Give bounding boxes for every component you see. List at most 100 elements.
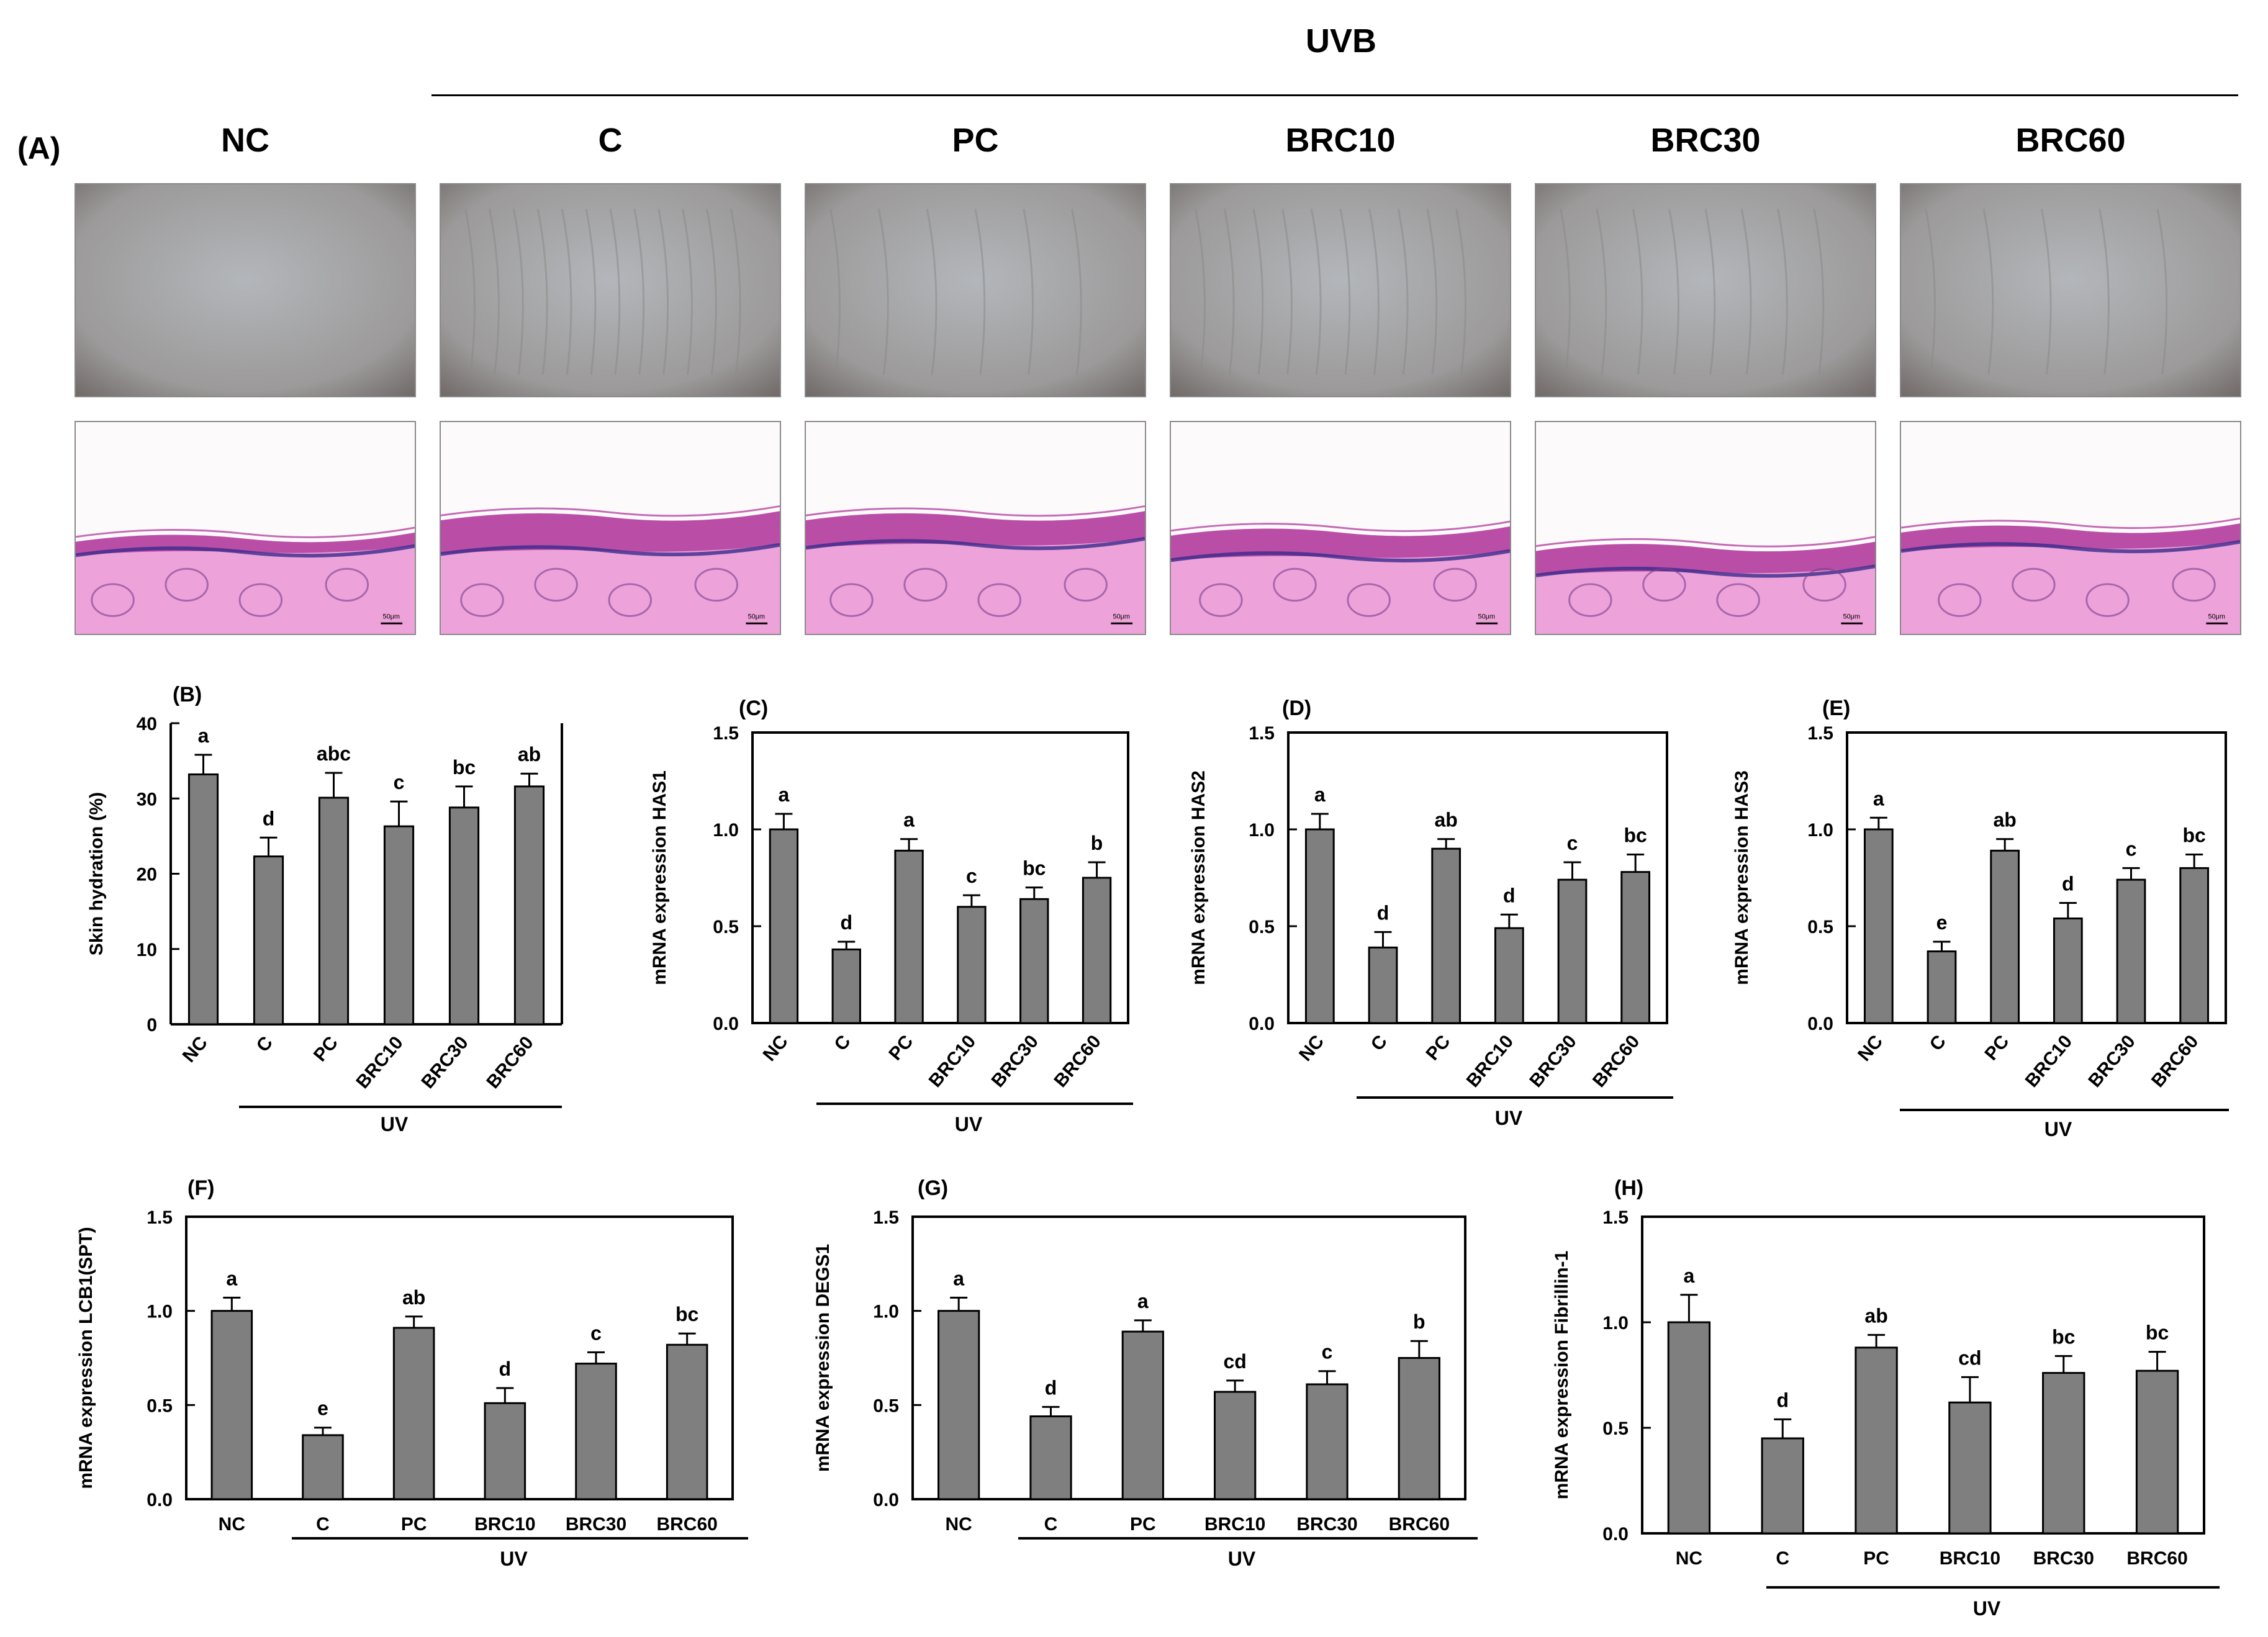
bar-brc60	[2135, 1369, 2179, 1535]
group-header-brc30: BRC30	[1650, 122, 1761, 159]
histology-image-brc60: 50μm	[1900, 421, 2241, 635]
bar-nc	[210, 1310, 253, 1500]
panel-label: (G)	[918, 1176, 949, 1200]
significance-letter: bc	[2182, 824, 2205, 847]
histology-image-brc30: 50μm	[1535, 421, 1876, 635]
y-axis-label: mRNA expression Fibrillin-1	[1552, 1251, 1572, 1500]
significance-letter: c	[2126, 837, 2137, 860]
x-tick-label: BRC30	[1296, 1514, 1357, 1535]
uv-group-label: UV	[1228, 1548, 1256, 1570]
significance-letter: bc	[1023, 857, 1046, 880]
uv-group-label: UV	[500, 1548, 528, 1570]
skin-photo-nc	[75, 183, 416, 397]
significance-letter: ab	[1993, 809, 2016, 831]
plot-frame	[1846, 731, 2227, 1024]
histology-image-nc: 50μm	[75, 421, 416, 635]
histology-image-pc: 50μm	[805, 421, 1146, 635]
histology-image-c: 50μm	[440, 421, 781, 635]
significance-letter: bc	[453, 756, 476, 778]
y-tick-label: 1.5	[1807, 723, 1833, 744]
bar-brc30	[1019, 898, 1049, 1024]
bar-nc	[769, 828, 799, 1024]
significance-letter: e	[1936, 911, 1948, 934]
bar-pc	[392, 1327, 435, 1500]
y-tick-label: 40	[137, 714, 157, 734]
significance-letter: d	[1503, 884, 1516, 906]
x-tick-label: BRC60	[1389, 1514, 1450, 1535]
y-tick-label: 0.5	[1602, 1418, 1629, 1439]
y-tick-label: 1.0	[713, 820, 739, 841]
skin-photo-image	[1901, 184, 2240, 396]
y-tick-label: 1.5	[713, 723, 739, 744]
x-tick-label: BRC10	[474, 1514, 535, 1535]
x-tick-label: C	[1776, 1548, 1789, 1569]
y-tick-label: 0.5	[1249, 917, 1275, 937]
significance-letter: a	[779, 783, 790, 806]
y-tick-label: 1.0	[1249, 820, 1275, 841]
x-tick-label: NC	[945, 1514, 972, 1535]
x-tick-label: C	[1044, 1514, 1058, 1535]
y-tick-label: 1.5	[873, 1207, 899, 1228]
bar-brc60	[1620, 871, 1651, 1024]
y-tick-label: 0	[147, 1015, 157, 1035]
significance-letter: d	[840, 911, 852, 934]
bar-brc10	[1214, 1391, 1257, 1500]
bar-brc30	[2042, 1372, 2085, 1535]
significance-letter: ab	[402, 1286, 425, 1309]
bar-c	[1029, 1415, 1072, 1500]
uvb-label: UVB	[1305, 22, 1376, 60]
y-axis-label: mRNA expression DEGS1	[813, 1244, 833, 1472]
significance-letter: d	[1377, 901, 1389, 924]
uv-group-label: UV	[1973, 1597, 2001, 1620]
significance-letter: ab	[518, 743, 541, 765]
y-axis-label: mRNA expression LCB1(SPT)	[76, 1227, 96, 1489]
significance-letter: bc	[675, 1303, 698, 1325]
panel-label: (C)	[739, 697, 769, 720]
significance-letter: d	[2062, 873, 2074, 895]
y-tick-label: 1.5	[1602, 1207, 1629, 1228]
x-tick-label: BRC10	[1204, 1514, 1265, 1535]
histology-image: 50μm	[76, 422, 415, 634]
y-tick-label: 1.5	[1249, 723, 1275, 744]
significance-letter: b	[1413, 1310, 1425, 1333]
uvb-bracket-line	[431, 94, 2238, 96]
panel-label: (D)	[1282, 697, 1312, 720]
scale-bar-label: 50μm	[383, 613, 400, 620]
bar-c	[1368, 946, 1398, 1024]
y-axis-label: mRNA expression HAS3	[1732, 770, 1752, 985]
significance-letter: d	[263, 807, 275, 829]
significance-letter: c	[590, 1322, 602, 1344]
x-tick-label: NC	[1676, 1548, 1702, 1569]
bar-brc30	[1306, 1383, 1349, 1500]
significance-letter: bc	[2052, 1325, 2075, 1348]
plot-frame	[185, 1215, 734, 1500]
panel-a-label: (A)	[17, 131, 61, 166]
histology-image: 50μm	[1171, 422, 1510, 634]
group-header-c: C	[598, 122, 623, 159]
significance-letter: a	[953, 1267, 964, 1289]
skin-photo-image	[76, 184, 415, 396]
plot-frame	[751, 731, 1129, 1024]
y-axis-label: Skin hydration (%)	[86, 792, 107, 955]
y-tick-label: 30	[137, 789, 157, 809]
significance-letter: abc	[317, 742, 351, 765]
skin-photo-brc30	[1535, 183, 1876, 397]
bar-brc10	[1948, 1401, 1992, 1535]
skin-photo-brc60	[1900, 183, 2241, 397]
significance-letter: c	[394, 771, 405, 793]
y-tick-label: 0.0	[873, 1490, 899, 1510]
skin-photo-pc	[805, 183, 1146, 397]
significance-letter: e	[317, 1397, 328, 1420]
group-header-brc60: BRC60	[2015, 122, 2126, 159]
bar-nc	[1304, 828, 1335, 1024]
significance-letter: d	[499, 1358, 512, 1380]
y-tick-label: 1.5	[147, 1207, 173, 1228]
bar-c	[253, 855, 284, 1026]
bar-pc	[1855, 1346, 1898, 1535]
plot-frame	[1287, 731, 1668, 1024]
y-tick-label: 0.0	[1249, 1014, 1275, 1034]
